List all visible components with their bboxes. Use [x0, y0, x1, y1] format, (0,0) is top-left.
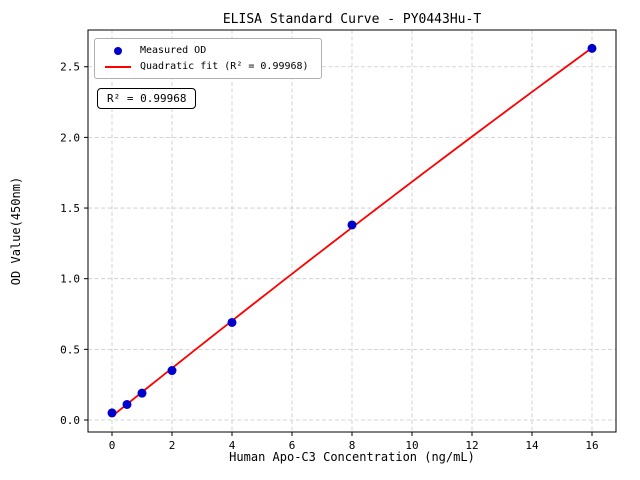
legend-item-quadratic-fit: Quadratic fit (R² = 0.99968): [105, 61, 309, 72]
legend-item-measured-od: Measured OD: [105, 45, 309, 56]
svg-text:2: 2: [169, 439, 176, 452]
svg-text:2.0: 2.0: [60, 131, 80, 144]
fit-line-marker: [105, 65, 131, 68]
svg-text:0.0: 0.0: [60, 414, 80, 427]
svg-text:8: 8: [349, 439, 356, 452]
legend-label-measured-od: Measured OD: [140, 45, 207, 56]
svg-text:10: 10: [405, 439, 418, 452]
svg-text:1.5: 1.5: [60, 202, 80, 215]
x-axis-label: Human Apo-C3 Concentration (ng/mL): [229, 450, 475, 464]
svg-text:14: 14: [525, 439, 539, 452]
svg-text:4: 4: [229, 439, 236, 452]
svg-text:12: 12: [465, 439, 478, 452]
chart-title: ELISA Standard Curve - PY0443Hu-T: [222, 12, 482, 27]
svg-text:6: 6: [289, 439, 296, 452]
svg-text:0.5: 0.5: [60, 343, 80, 356]
r-squared-annotation: R² = 0.99968: [97, 88, 197, 109]
red-line-icon: [105, 65, 131, 68]
svg-text:2.5: 2.5: [60, 61, 80, 74]
svg-text:0: 0: [109, 439, 116, 452]
measured-od-marker: [105, 46, 131, 55]
legend: Measured OD Quadratic fit (R² = 0.99968): [94, 38, 322, 79]
blue-dot-icon: [114, 46, 122, 55]
svg-text:1.0: 1.0: [60, 273, 80, 286]
legend-label-quadratic-fit: Quadratic fit (R² = 0.99968): [140, 61, 309, 72]
svg-text:16: 16: [585, 439, 598, 452]
